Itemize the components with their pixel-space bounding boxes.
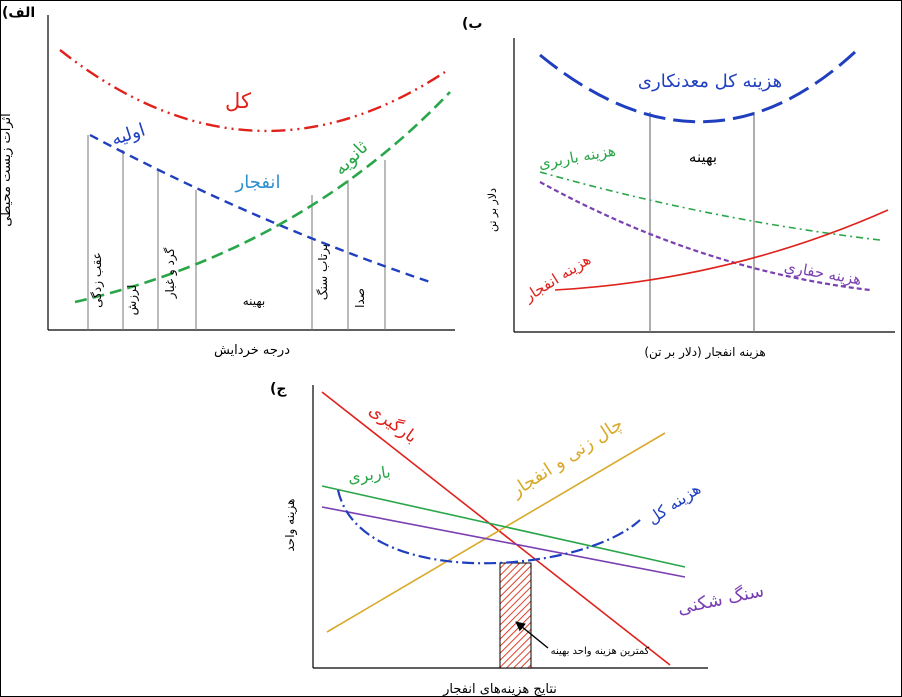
panel-b-xlabel: هزینه انفجار (دلار بر تن) [644,345,765,360]
panel-c-label-drill-blast: چال زنی و انفجار [506,413,627,502]
panel-c-min-arrow [515,621,549,649]
panel-b-tag: (ب [462,16,482,32]
panel-b-label-dig: هزینه حفاری [783,257,863,288]
panel-b: (ب دلار بر تن هزینه انفجار (دلار بر تن) … [462,16,895,360]
panel-a-curve-secondary [74,91,451,304]
panel-a-zone-6: صدا [353,288,367,308]
panel-b-label-optimum: بهینه [689,148,717,166]
panel-c-min-note: کمترین هزینه واحد بهینه [551,646,650,657]
panel-a-zone-optimum: بهینه [243,294,266,308]
panel-c-curve-total [336,489,641,565]
panel-a-label-blast: انفجار [235,172,281,193]
panel-a-xlabel: درجه خردایش [214,343,290,358]
panel-a-curve-total [59,49,446,133]
panel-c-xlabel: نتایج هزینه‌های انفجار [442,682,557,697]
panel-a-zone-5: پرتاب سنگ [316,244,331,300]
panel-c-optimum-bar [499,562,532,669]
panel-a: (الف اثرات زیست محیطی درجه خردایش کل اول… [0,5,455,358]
panel-c-ylabel: هزینه واحد [283,498,298,551]
panel-c-line-drill-blast [326,432,666,633]
panel-c-label-total: هزینه کل [644,479,705,529]
panel-b-label-blast: هزینه انفجار [520,250,594,306]
panel-c-label-haul: باربری [347,462,392,488]
panel-c-line-crush [321,506,686,578]
panel-a-zone-dividers [87,135,386,330]
panel-c-label-loading: بارگیری [365,399,421,447]
panel-b-label-total: هزینه کل معدنکاری [638,71,782,92]
panel-a-ylabel: اثرات زیست محیطی [0,113,14,227]
panel-c: (ج هزینه واحد نتایج هزینه‌های انفجار بار… [270,381,766,697]
panel-c-label-crush: سنگ شکنی [676,579,766,619]
panel-b-curve-dig [539,181,871,292]
panel-c-line-loading [321,391,671,666]
panel-a-label-secondary: ثانویه [330,137,373,180]
panel-b-label-haul: هزینه باربری [537,141,617,172]
panel-a-label-primary: اولیه [109,119,148,150]
panel-b-curve-blast [554,209,889,291]
panel-a-zone-3: گرد و غبار [163,247,178,299]
panel-b-curve-haul [539,171,881,241]
panel-a-zone-1: عقب زدگی [90,252,105,308]
panel-a-curve-primary [89,133,431,284]
panel-c-tag: (ج [270,381,287,397]
panel-c-line-haul [321,485,686,568]
panel-b-ylabel: دلار بر تن [486,188,499,232]
panel-a-label-total: کل [225,89,251,113]
panel-a-zone-2: لرزش [125,285,140,316]
panel-a-tag: (الف [2,5,35,21]
